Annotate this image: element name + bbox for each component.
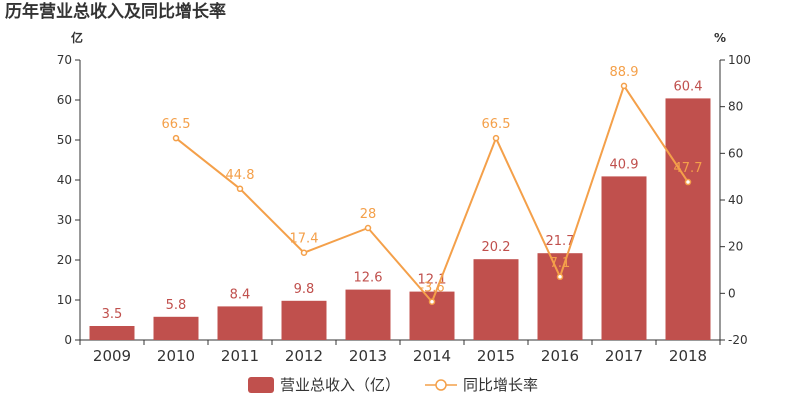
left-tick-label: 60 [57, 93, 72, 107]
bar[interactable] [345, 289, 391, 340]
x-tick-label: 2011 [221, 347, 259, 365]
line-point[interactable] [428, 298, 436, 305]
right-tick-label: -20 [728, 333, 748, 347]
line-data-label: 28 [360, 207, 377, 222]
left-tick-label: 50 [57, 133, 72, 147]
legend-line-label: 同比增长率 [463, 376, 538, 394]
bar-data-label: 3.5 [102, 307, 123, 322]
line-data-label: -3.6 [419, 281, 444, 296]
line-point[interactable] [492, 134, 500, 142]
left-tick-label: 0 [64, 333, 72, 347]
line-data-label: 44.8 [226, 168, 255, 183]
x-tick-label: 2012 [285, 347, 323, 365]
bar-data-label: 60.4 [674, 79, 703, 94]
legend-bar-label: 营业总收入（亿） [280, 376, 400, 394]
right-tick-label: 100 [728, 53, 751, 67]
line-point[interactable] [300, 249, 308, 256]
line-data-label: 66.5 [482, 117, 511, 132]
x-tick-label: 2013 [349, 347, 387, 365]
line-point[interactable] [172, 134, 180, 142]
legend-bar-swatch [248, 377, 274, 393]
line-point[interactable] [556, 273, 564, 281]
bar[interactable] [281, 300, 327, 340]
line-point[interactable] [684, 178, 692, 186]
x-tick-label: 2014 [413, 347, 451, 365]
bar[interactable] [473, 259, 519, 340]
left-tick-label: 70 [57, 53, 72, 67]
line-data-label: 47.7 [674, 161, 703, 176]
line-point[interactable] [620, 82, 628, 90]
bar-data-label: 8.4 [230, 287, 251, 302]
line-data-label: 17.4 [290, 232, 319, 247]
chart-title: 历年营业总收入及同比增长率 [5, 1, 226, 22]
bar[interactable] [537, 253, 583, 340]
line-data-label: 7.1 [550, 256, 571, 271]
x-tick-label: 2010 [157, 347, 195, 365]
left-tick-label: 30 [57, 213, 72, 227]
bar-data-label: 40.9 [610, 157, 639, 172]
bar[interactable] [665, 98, 711, 341]
bar[interactable] [217, 306, 263, 340]
line-data-label: 88.9 [610, 65, 639, 80]
legend[interactable]: 营业总收入（亿） 同比增长率 [248, 376, 538, 394]
bar-data-label: 9.8 [294, 282, 315, 297]
line-series: 66.5 44.8 17.4 28 -3.6 66.5 7.1 88.9 47.7 [162, 65, 703, 305]
left-tick-label: 10 [57, 293, 72, 307]
bar-series: 3.55.88.4 9.812.6 12.120.2 21.740.960.4 [89, 79, 711, 341]
bar-data-label: 21.7 [546, 234, 575, 249]
x-tick-label: 2015 [477, 347, 515, 365]
bar-data-label: 20.2 [482, 240, 511, 255]
bar[interactable] [89, 326, 135, 340]
line-point[interactable] [364, 224, 372, 232]
line-point[interactable] [236, 185, 244, 193]
right-tick-label: 80 [728, 100, 743, 114]
right-tick-label: 60 [728, 146, 743, 160]
x-tick-label: 2009 [93, 347, 131, 365]
x-tick-label: 2017 [605, 347, 643, 365]
bar-data-label: 5.8 [166, 298, 187, 313]
left-tick-label: 20 [57, 253, 72, 267]
bar[interactable] [153, 316, 199, 340]
x-tick-label: 2016 [541, 347, 579, 365]
left-tick-label: 40 [57, 173, 72, 187]
bar-data-label: 12.6 [354, 271, 383, 286]
left-axis-unit: 亿 [71, 30, 83, 45]
axes: 0 10 20 30 40 50 60 70 -20 0 20 40 60 80 100 2009 2010 20… [57, 53, 751, 365]
right-tick-label: 0 [728, 286, 736, 300]
line-data-label: 66.5 [162, 117, 191, 132]
x-tick-label: 2018 [669, 347, 707, 365]
bar[interactable] [601, 176, 647, 340]
right-tick-label: 40 [728, 193, 743, 207]
right-axis-unit: % [714, 31, 726, 45]
legend-line-marker [435, 379, 447, 391]
right-tick-label: 20 [728, 240, 743, 254]
